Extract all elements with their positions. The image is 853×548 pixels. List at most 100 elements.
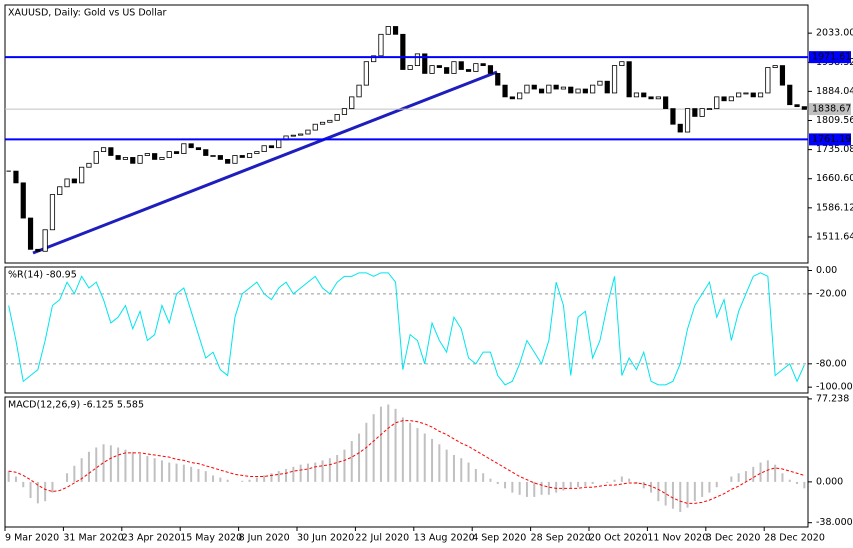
macd-bar xyxy=(781,473,784,482)
candle xyxy=(692,108,698,117)
macd-bar xyxy=(657,481,660,502)
x-tick-label: 23 Apr 2020 xyxy=(122,533,181,544)
macd-bar xyxy=(263,475,266,482)
candle xyxy=(71,178,77,184)
signal-line xyxy=(8,420,805,504)
candle xyxy=(743,92,749,95)
macd-bar xyxy=(540,481,543,495)
candle xyxy=(225,159,231,164)
candle xyxy=(465,69,472,72)
candle xyxy=(290,134,296,137)
candle xyxy=(633,92,640,98)
candle xyxy=(166,151,172,158)
candle xyxy=(590,84,596,94)
macd-bar xyxy=(744,471,747,482)
candle xyxy=(619,61,625,66)
macd-bar xyxy=(686,481,689,508)
candle xyxy=(728,96,734,102)
candle xyxy=(210,155,216,157)
candle xyxy=(670,108,676,125)
y-tick-label: 77.238 xyxy=(816,393,849,404)
macd-bar xyxy=(95,447,98,482)
candle xyxy=(93,151,99,164)
candle xyxy=(195,147,202,151)
candle xyxy=(414,53,421,66)
macd-bar xyxy=(452,455,455,482)
candle xyxy=(568,86,574,94)
macd-bar xyxy=(693,481,696,502)
macd-bar xyxy=(22,481,25,488)
macd-bar xyxy=(379,406,382,482)
candle xyxy=(20,182,26,219)
candle xyxy=(502,84,508,98)
candle xyxy=(779,65,786,86)
macd-bar xyxy=(679,481,682,512)
level-label: 1761.19 xyxy=(812,134,851,145)
candle xyxy=(597,80,603,86)
y-tick-label: -20.00 xyxy=(816,288,847,299)
macd-bar xyxy=(190,466,193,482)
candle xyxy=(378,33,384,57)
macd-bar xyxy=(715,481,718,488)
candle xyxy=(546,84,552,94)
macd-bar xyxy=(44,481,47,502)
macd-bar xyxy=(591,481,594,485)
candle xyxy=(276,139,282,149)
candle xyxy=(261,145,267,152)
candle xyxy=(736,92,742,98)
macd-bar xyxy=(372,414,375,482)
macd-bar xyxy=(153,458,156,482)
candle xyxy=(648,96,654,100)
candle xyxy=(130,157,136,164)
macd-bar xyxy=(555,481,558,493)
macd-bar xyxy=(416,428,419,482)
candle xyxy=(86,162,92,168)
macd-bar xyxy=(299,464,302,482)
macd-bar xyxy=(394,408,397,482)
macd-bar xyxy=(620,476,623,482)
macd-bar xyxy=(73,465,76,482)
candle xyxy=(363,61,369,86)
panel-frame xyxy=(4,4,809,264)
macd-bar xyxy=(124,449,127,482)
candle xyxy=(108,147,114,156)
candle xyxy=(663,96,669,109)
macd-bar xyxy=(730,476,733,482)
candle xyxy=(604,80,610,94)
macd-bar xyxy=(117,447,120,482)
macd-bar xyxy=(401,417,404,482)
macd-bar xyxy=(285,468,288,482)
x-tick-label: 20 Oct 2020 xyxy=(589,533,648,544)
macd-bar xyxy=(343,449,346,482)
candle xyxy=(152,153,158,160)
candle xyxy=(254,151,260,154)
candle xyxy=(349,96,355,109)
macd-bar xyxy=(511,481,514,493)
x-tick-label: 30 Jun 2020 xyxy=(297,533,354,544)
macd-bar xyxy=(175,463,178,482)
macd-bar xyxy=(460,458,463,482)
candle xyxy=(517,92,523,100)
macd-bar xyxy=(36,481,39,504)
macd-bar xyxy=(328,458,331,482)
macd-bar xyxy=(182,464,185,482)
panel-frame xyxy=(4,396,809,528)
macd-bar xyxy=(489,478,492,482)
candle xyxy=(655,96,661,100)
panel-title: XAUUSD, Daily: Gold vs US Dollar xyxy=(8,8,167,19)
panel-title: %R(14) -80.95 xyxy=(8,270,77,281)
macd-bar xyxy=(87,451,90,482)
candle xyxy=(371,55,377,63)
macd-bar xyxy=(255,477,258,482)
macd-bar xyxy=(102,444,105,482)
candle xyxy=(159,157,165,160)
candle xyxy=(509,96,515,100)
macd-bar xyxy=(241,480,244,482)
macd-bar xyxy=(504,481,507,489)
candle xyxy=(750,92,756,98)
macd-bar xyxy=(14,476,17,482)
macd-bar xyxy=(350,441,353,482)
candle xyxy=(794,104,800,108)
y-tick-label: 1735.08 xyxy=(816,144,853,155)
candle xyxy=(232,155,238,164)
